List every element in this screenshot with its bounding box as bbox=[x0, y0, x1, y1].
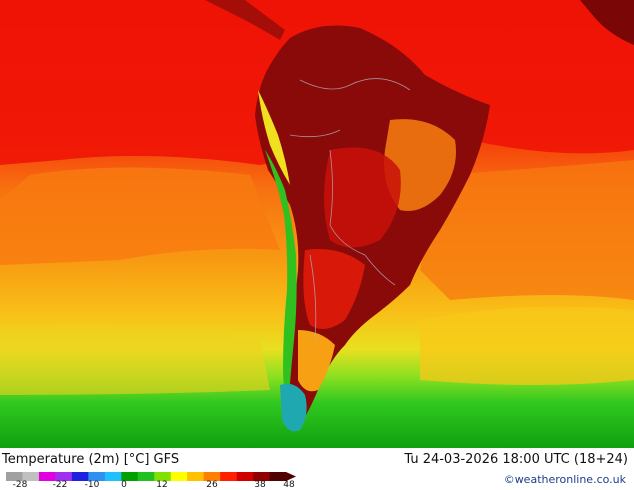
legend-tick: -22 bbox=[52, 480, 68, 490]
legend-swatch bbox=[88, 472, 106, 481]
legend-swatch bbox=[154, 472, 172, 481]
footer: Temperature (2m) [°C] GFS Tu 24-03-2026 … bbox=[0, 448, 634, 490]
central-red-zone bbox=[324, 147, 401, 248]
legend-swatch bbox=[253, 472, 270, 481]
legend-swatch bbox=[55, 472, 73, 481]
color-legend bbox=[6, 472, 296, 481]
ocean-band-orange-east bbox=[420, 160, 634, 300]
legend-swatch bbox=[220, 472, 237, 481]
legend-tick: 12 bbox=[156, 480, 168, 490]
ocean-band-orange-west bbox=[0, 167, 280, 265]
legend-swatch bbox=[170, 472, 188, 481]
legend-swatch bbox=[187, 472, 204, 481]
legend-tick: 26 bbox=[206, 480, 218, 490]
legend-tick: -10 bbox=[84, 480, 100, 490]
country-borders bbox=[289, 78, 411, 341]
legend-tick: 48 bbox=[283, 480, 295, 490]
ocean-band-yellow-west bbox=[0, 326, 270, 395]
legend-swatch bbox=[203, 472, 221, 481]
legend-swatch bbox=[236, 472, 254, 481]
map-title: Temperature (2m) [°C] GFS bbox=[2, 452, 180, 467]
legend-swatch bbox=[38, 472, 56, 481]
andes-yellow bbox=[258, 90, 290, 185]
brazil-plateau-orange bbox=[384, 119, 456, 211]
north-africa-corner bbox=[580, 0, 634, 45]
andes-green bbox=[265, 150, 297, 410]
legend-tick: 0 bbox=[121, 480, 127, 490]
temperature-map bbox=[0, 0, 634, 448]
patagonia-orange bbox=[298, 330, 335, 392]
ocean-band-yellow-east bbox=[420, 306, 634, 385]
tierra-del-fuego bbox=[280, 383, 307, 432]
argentina-red bbox=[303, 249, 365, 329]
legend-swatch bbox=[22, 472, 40, 481]
legend-tick: -28 bbox=[12, 480, 28, 490]
forecast-timestamp: Tu 24-03-2026 18:00 UTC (18+24) bbox=[404, 452, 628, 467]
legend-swatch bbox=[121, 472, 139, 481]
legend-arrow bbox=[286, 472, 296, 481]
legend-swatch bbox=[6, 472, 23, 481]
legend-swatch bbox=[137, 472, 155, 481]
legend-swatch bbox=[71, 472, 89, 481]
legend-swatch bbox=[269, 472, 287, 481]
legend-swatch bbox=[104, 472, 122, 481]
credit-link[interactable]: ©weatheronline.co.uk bbox=[503, 473, 626, 486]
legend-tick: 38 bbox=[254, 480, 266, 490]
central-america bbox=[205, 0, 285, 40]
legend-ticks: -28 -22 -10 0 12 26 38 48 bbox=[0, 481, 300, 490]
